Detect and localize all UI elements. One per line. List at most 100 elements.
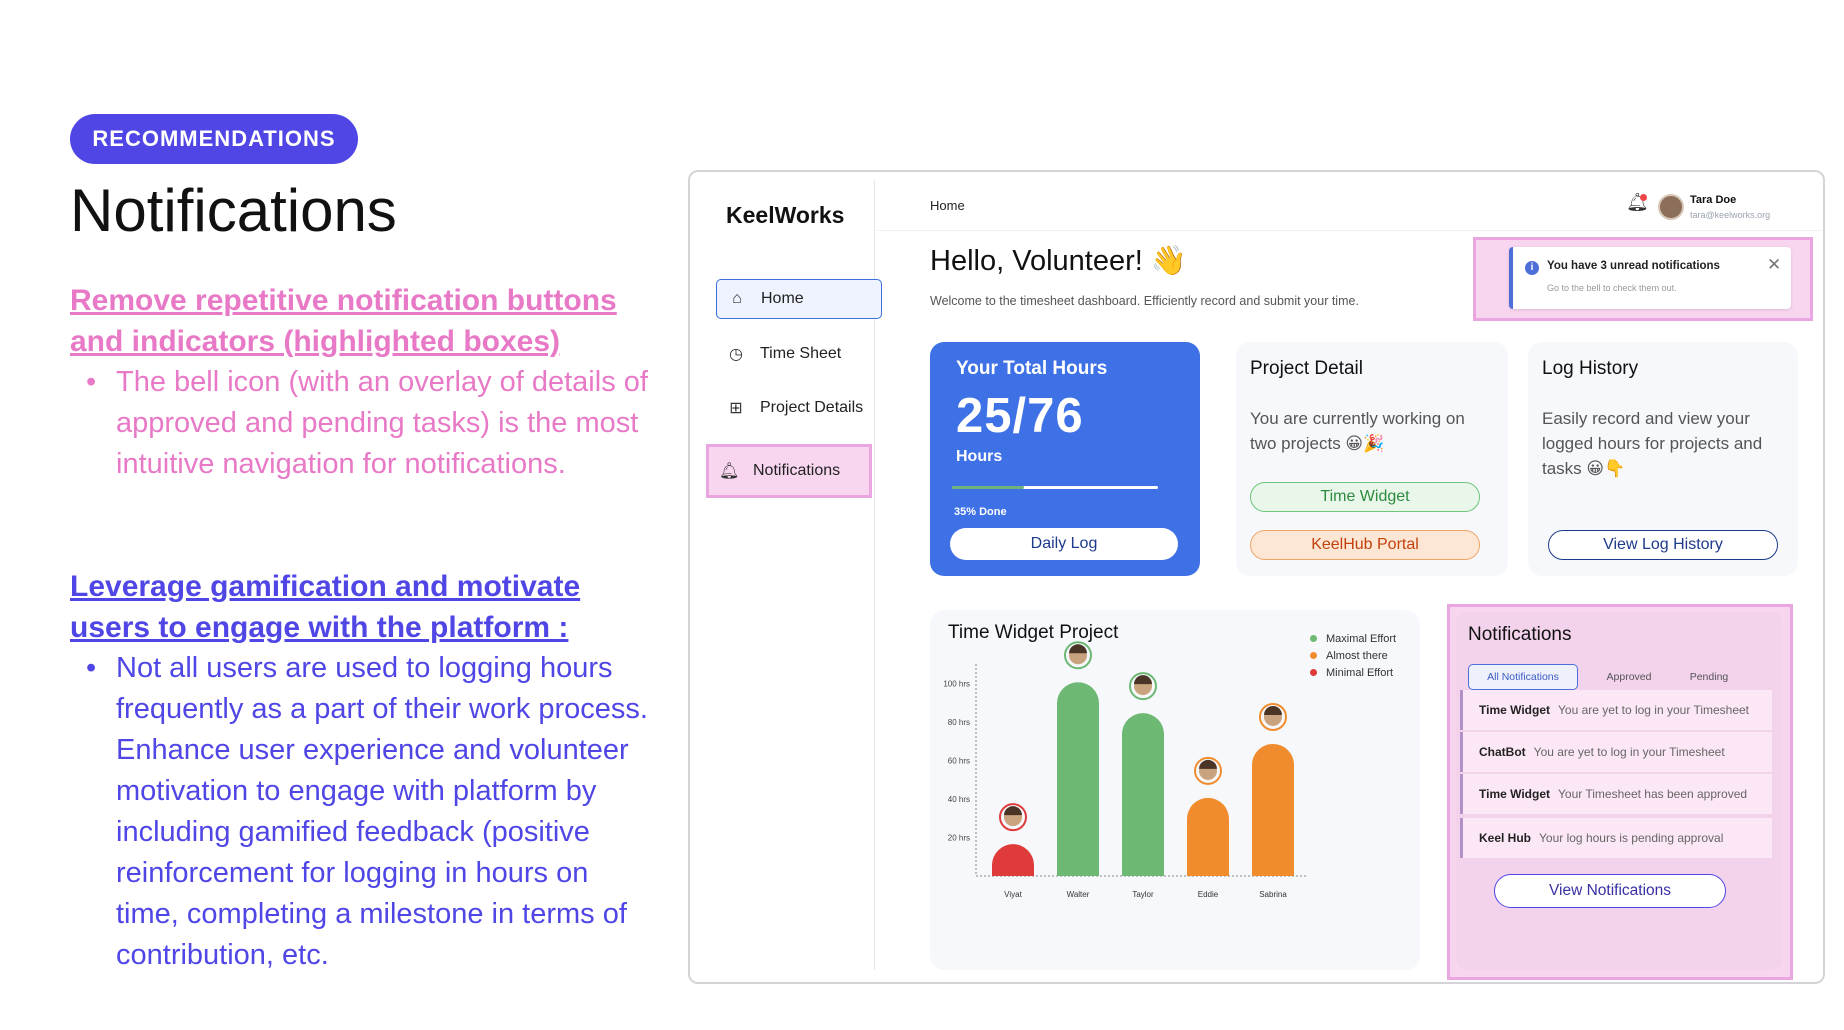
notification-item[interactable]: Time Widget Your Timesheet has been appr…	[1460, 774, 1772, 814]
toast-title: You have 3 unread notifications	[1547, 260, 1720, 272]
brand-logo: KeelWorks	[726, 202, 845, 228]
avatar-hair	[1069, 644, 1087, 654]
y-tick-label: 80 hrs	[948, 718, 970, 727]
sidebar-item-home[interactable]: ⌂ Home	[716, 279, 882, 319]
breadcrumb[interactable]: Home	[930, 198, 965, 213]
tab-all-notifications[interactable]: All Notifications	[1468, 664, 1578, 690]
welcome-text: Welcome to the timesheet dashboard. Effi…	[930, 294, 1359, 308]
avatar-hair	[1199, 759, 1217, 769]
bar	[1187, 797, 1229, 876]
avatar-hair	[1004, 806, 1022, 816]
card-title: Project Detail	[1250, 358, 1363, 379]
view-log-history-button[interactable]: View Log History	[1548, 530, 1778, 560]
sidebar-item-project-details[interactable]: ⊞ Project Details	[716, 389, 880, 427]
bullet-dot: •	[86, 652, 97, 684]
x-tick-label: Eddie	[1198, 890, 1219, 899]
progress-track	[952, 486, 1158, 489]
x-tick-label: Sabrina	[1259, 890, 1287, 899]
unread-indicator	[1640, 194, 1647, 201]
notifications-title: Notifications	[1468, 624, 1572, 645]
legend-item: Minimal Effort	[1310, 664, 1396, 681]
legend-item: Almost there	[1310, 647, 1396, 664]
toast-subtitle: Go to the bell to check them out.	[1547, 283, 1677, 293]
notification-item[interactable]: ChatBot You are yet to log in your Times…	[1460, 732, 1772, 772]
legend-item: Maximal Effort	[1310, 630, 1396, 647]
x-tick-label: Walter	[1067, 890, 1090, 899]
bar	[1122, 713, 1164, 876]
info-icon: i	[1525, 261, 1539, 275]
notification-toast: i You have 3 unread notifications Go to …	[1509, 247, 1791, 309]
y-tick-label: 20 hrs	[948, 833, 970, 842]
bullet-dot: •	[86, 366, 97, 398]
home-icon: ⌂	[732, 290, 742, 307]
project-detail-card: Project Detail You are currently working…	[1236, 342, 1508, 576]
bar	[1252, 743, 1294, 876]
time-widget-button[interactable]: Time Widget	[1250, 482, 1480, 512]
legend-swatch	[1310, 669, 1317, 676]
x-tick-label: Viyat	[1004, 890, 1022, 899]
hours-unit: Hours	[956, 448, 1003, 465]
close-icon[interactable]: ✕	[1767, 255, 1782, 274]
card-title: Log History	[1542, 358, 1639, 379]
bar	[992, 844, 1034, 876]
avatar-hair	[1264, 705, 1282, 715]
notification-message: Your Timesheet has been approved	[1558, 787, 1748, 801]
section2-bullet-text: Not all users are used to logging hours …	[116, 652, 648, 971]
bar	[1057, 682, 1099, 876]
x-tick-label: Taylor	[1132, 890, 1154, 899]
sidebar-item-label: Time Sheet	[760, 345, 842, 362]
notification-source: ChatBot	[1479, 745, 1526, 759]
grid-icon: ⊞	[729, 400, 743, 417]
daily-log-button[interactable]: Daily Log	[950, 528, 1178, 560]
notification-source: Keel Hub	[1479, 831, 1532, 845]
notifications-panel: Notifications All Notifications Approved…	[1456, 612, 1782, 970]
y-tick-label: 100 hrs	[943, 679, 970, 688]
tab-approved[interactable]: Approved	[1606, 671, 1652, 683]
total-hours-card: Your Total Hours 25/76 Hours 35% Done Da…	[930, 342, 1200, 576]
section1-bullet: • The bell icon (with an overlay of deta…	[86, 362, 656, 485]
legend-label: Maximal Effort	[1326, 632, 1397, 645]
legend-swatch	[1310, 635, 1317, 642]
section2-bullet: • Not all users are used to logging hour…	[86, 648, 656, 976]
avatar-hair	[1134, 675, 1152, 685]
user-name: Tara Doe	[1690, 194, 1737, 206]
section2-heading: Leverage gamification and motivate users…	[70, 570, 581, 644]
sidebar-item-label: Notifications	[753, 462, 841, 479]
legend-swatch	[1310, 652, 1317, 659]
progress-fill	[952, 486, 1025, 489]
log-history-card: Log History Easily record and view your …	[1528, 342, 1798, 576]
legend-label: Almost there	[1326, 649, 1388, 662]
notification-message: Your log hours is pending approval	[1539, 831, 1724, 845]
card-body: Easily record and view your logged hours…	[1542, 409, 1763, 478]
greeting: Hello, Volunteer! 👋	[930, 245, 1187, 277]
recommendations-tag: RECOMMENDATIONS	[70, 114, 358, 164]
sidebar-item-label: Project Details	[760, 399, 864, 416]
notification-source: Time Widget	[1479, 787, 1551, 801]
sidebar: KeelWorks ⌂ Home ◷ Time Sheet ⊞ Project …	[698, 180, 882, 970]
y-tick-label: 40 hrs	[948, 795, 970, 804]
card-title: Your Total Hours	[956, 358, 1108, 379]
sidebar-item-label: Home	[761, 290, 804, 307]
user-email: tara@keelworks.org	[1690, 210, 1771, 220]
bell-icon: 🔔︎	[719, 463, 740, 480]
notification-message: You are yet to log in your Timesheet	[1558, 703, 1750, 717]
header-divider	[876, 230, 1821, 231]
sidebar-item-time-sheet[interactable]: ◷ Time Sheet	[716, 335, 880, 373]
view-notifications-button[interactable]: View Notifications	[1494, 874, 1726, 908]
y-tick-label: 60 hrs	[948, 756, 970, 765]
clock-icon: ◷	[729, 346, 743, 363]
notification-item[interactable]: Keel Hub Your log hours is pending appro…	[1460, 818, 1772, 858]
chart-title: Time Widget Project	[948, 622, 1119, 643]
avatar[interactable]	[1658, 194, 1684, 220]
tab-pending[interactable]: Pending	[1689, 671, 1729, 683]
notification-item[interactable]: Time Widget You are yet to log in your T…	[1460, 690, 1772, 730]
progress-label: 35% Done	[954, 506, 1007, 518]
chart-legend: Maximal Effort Almost there Minimal Effo…	[1310, 630, 1396, 681]
card-body: You are currently working on two project…	[1250, 409, 1465, 453]
sidebar-item-notifications[interactable]: 🔔︎ Notifications	[706, 444, 872, 498]
keelhub-portal-button[interactable]: KeelHub Portal	[1250, 530, 1480, 560]
notification-source: Time Widget	[1479, 703, 1551, 717]
legend-label: Minimal Effort	[1326, 666, 1394, 679]
app-mockup: KeelWorks ⌂ Home ◷ Time Sheet ⊞ Project …	[688, 170, 1825, 984]
section1-bullet-text: The bell icon (with an overlay of detail…	[116, 366, 648, 480]
